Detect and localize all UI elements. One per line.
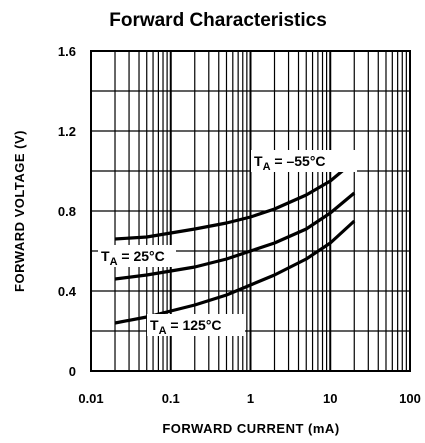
y-tick-label: 0.8 xyxy=(58,204,76,219)
series-label-1: TA = 25°C xyxy=(101,248,165,268)
grid xyxy=(90,50,411,372)
series-line-0 xyxy=(114,159,356,241)
chart-title: Forward Characteristics xyxy=(109,10,327,31)
x-tick-label: 0.01 xyxy=(78,391,103,406)
y-tick-label: 1.2 xyxy=(58,124,76,139)
series-label-bg xyxy=(147,314,245,336)
x-axis-label: FORWARD CURRENT (mA) xyxy=(162,421,339,436)
y-axis-label: FORWARD VOLTAGE (V) xyxy=(12,130,27,292)
series-label-2: TA = 125°C xyxy=(150,317,222,337)
x-tick-label: 0.1 xyxy=(162,391,180,406)
y-tick-label: 0 xyxy=(69,364,76,379)
series-label-bg xyxy=(98,245,176,267)
series-line-1 xyxy=(114,191,356,281)
x-tick-label: 100 xyxy=(399,391,421,406)
y-tick-label: 0.4 xyxy=(58,284,77,299)
x-tick-label: 1 xyxy=(247,391,254,406)
series-label-bg xyxy=(251,150,357,172)
series-label-0: TA = –55°C xyxy=(254,153,326,173)
x-tick-label: 10 xyxy=(323,391,337,406)
series-labels: TA = –55°C TA = 25°C TA = 125°C xyxy=(98,150,357,337)
y-tick-label: 1.6 xyxy=(58,44,76,59)
tick-labels: 0.01 0.1 1 10 100 0 0.4 0.8 1.2 1.6 xyxy=(58,44,421,406)
